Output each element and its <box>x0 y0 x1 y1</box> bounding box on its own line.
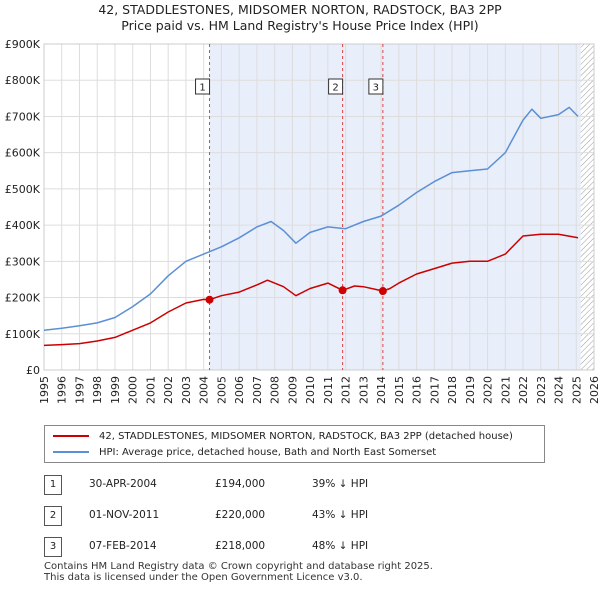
x-tick-label: 2015 <box>393 376 406 404</box>
sale-date: 07-FEB-2014 <box>89 540 157 552</box>
y-tick-label: £700K <box>5 110 41 123</box>
x-tick-label: 2020 <box>482 376 495 404</box>
y-tick-label: £800K <box>5 74 41 87</box>
x-tick-label: 2005 <box>215 376 228 404</box>
x-tick-label: 2007 <box>251 376 264 404</box>
y-tick-label: £300K <box>5 255 41 268</box>
x-tick-label: 1999 <box>109 376 122 404</box>
x-tick-label: 2021 <box>499 376 512 404</box>
sale-point <box>205 295 214 304</box>
legend-item-hpi: HPI: Average price, detached house, Bath… <box>53 444 436 460</box>
y-tick-label: £500K <box>5 183 41 196</box>
hpi-line <box>43 106 579 331</box>
y-tick-label: £400K <box>5 219 41 232</box>
property-price-line <box>43 233 579 347</box>
x-tick-label: 2000 <box>127 376 140 404</box>
sale-hpi-diff: 43% ↓ HPI <box>312 509 369 521</box>
x-tick-label: 2013 <box>357 376 370 404</box>
sale-date: 01-NOV-2011 <box>89 509 160 521</box>
x-tick-label: 2004 <box>198 376 211 404</box>
sale-row: 1 30-APR-2004 £194,000 39% ↓ HPI <box>44 475 564 495</box>
sale-price: £218,000 <box>215 540 266 552</box>
sale-number-badge: 1 <box>44 475 62 495</box>
x-tick-label: 2017 <box>428 376 441 404</box>
legend-item-property: 42, STADDLESTONES, MIDSOMER NORTON, RADS… <box>53 428 513 444</box>
x-tick-label: 1996 <box>56 376 69 404</box>
x-tick-label: 2022 <box>517 376 530 404</box>
y-tick-label: £600K <box>5 147 41 160</box>
chart-title: 42, STADDLESTONES, MIDSOMER NORTON, RADS… <box>98 2 502 17</box>
x-tick-label: 2019 <box>464 376 477 404</box>
x-tick-label: 2010 <box>304 376 317 404</box>
y-tick-label: £100K <box>5 328 41 341</box>
sale-price: £194,000 <box>215 478 266 490</box>
x-tick-label: 2012 <box>340 376 353 404</box>
x-tick-label: 2001 <box>144 376 157 404</box>
projection-hatch <box>580 44 594 370</box>
legend-label-hpi: HPI: Average price, detached house, Bath… <box>99 446 437 458</box>
footer-licence: This data is licensed under the Open Gov… <box>44 572 363 583</box>
y-tick-label: £0 <box>26 364 40 377</box>
sale-date: 30-APR-2004 <box>89 478 157 490</box>
sale-point <box>378 287 387 296</box>
sale-label-box <box>195 78 211 95</box>
price-chart: £0 £100K £200K £300K £400K £500K £600K £700K £80… <box>5 38 600 404</box>
x-tick-label: 2006 <box>233 376 246 404</box>
y-tick-label: £200K <box>5 292 41 305</box>
sale-number-badge: 3 <box>44 537 62 557</box>
legend-label-property: 42, STADDLESTONES, MIDSOMER NORTON, RADS… <box>99 430 513 442</box>
sale-label-box <box>328 78 344 95</box>
x-tick-label: 2024 <box>553 376 566 404</box>
x-tick-label: 2016 <box>411 376 424 404</box>
sale-label: 3 <box>373 83 379 94</box>
sale-label-box <box>368 78 384 95</box>
x-tick-label: 2008 <box>269 376 282 404</box>
x-tick-label: 1995 <box>38 376 51 404</box>
x-tick-label: 2009 <box>286 376 299 404</box>
sale-point <box>338 286 347 295</box>
x-tick-label: 2011 <box>322 376 335 404</box>
x-tick-label: 2002 <box>162 376 175 404</box>
chart-subtitle: Price paid vs. HM Land Registry's House … <box>121 18 479 33</box>
footer: Contains HM Land Registry data © Crown c… <box>44 561 433 583</box>
x-tick-label: 1997 <box>73 376 86 404</box>
sale-price: £220,000 <box>215 509 266 521</box>
footer-copyright: Contains HM Land Registry data © Crown c… <box>44 561 433 572</box>
sale-label: 1 <box>199 83 205 94</box>
sale-number-badge: 2 <box>44 506 62 526</box>
x-tick-label: 2014 <box>375 376 388 404</box>
x-tick-label: 2018 <box>446 376 459 404</box>
legend-swatch-hpi <box>53 451 89 453</box>
x-tick-label: 2025 <box>570 376 583 404</box>
x-tick-label: 2023 <box>535 376 548 404</box>
x-tick-label: 1998 <box>91 376 104 404</box>
x-tick-label: 2026 <box>588 376 600 404</box>
legend-swatch-property <box>53 435 89 437</box>
legend: 42, STADDLESTONES, MIDSOMER NORTON, RADS… <box>44 425 545 463</box>
plot-border <box>43 43 595 371</box>
sale-hpi-diff: 39% ↓ HPI <box>312 478 369 490</box>
sale-row: 2 01-NOV-2011 £220,000 43% ↓ HPI <box>44 506 564 526</box>
sale-row: 3 07-FEB-2014 £218,000 48% ↓ HPI <box>44 537 564 557</box>
sale-label: 2 <box>332 83 338 94</box>
y-tick-label: £900K <box>5 38 41 51</box>
x-tick-label: 2003 <box>180 376 193 404</box>
sale-hpi-diff: 48% ↓ HPI <box>312 540 369 552</box>
